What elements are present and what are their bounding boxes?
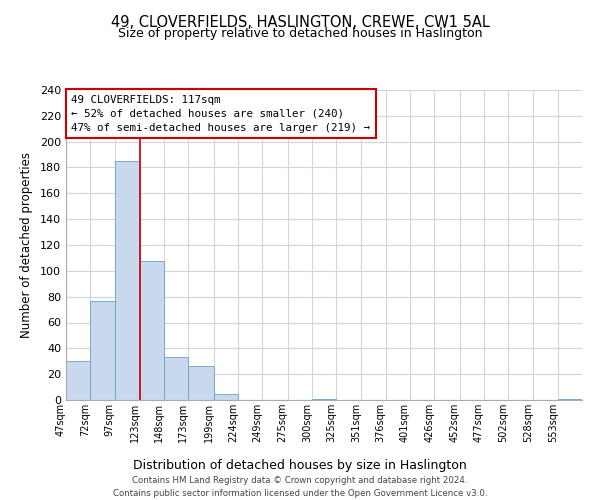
Bar bbox=[214, 394, 238, 400]
Text: Size of property relative to detached houses in Haslington: Size of property relative to detached ho… bbox=[118, 28, 482, 40]
Text: Contains HM Land Registry data © Crown copyright and database right 2024.
Contai: Contains HM Land Registry data © Crown c… bbox=[113, 476, 487, 498]
Text: Distribution of detached houses by size in Haslington: Distribution of detached houses by size … bbox=[133, 460, 467, 472]
Text: 49 CLOVERFIELDS: 117sqm
← 52% of detached houses are smaller (240)
47% of semi-d: 49 CLOVERFIELDS: 117sqm ← 52% of detache… bbox=[71, 94, 370, 132]
Bar bbox=[66, 361, 90, 400]
Bar bbox=[140, 260, 164, 400]
Bar bbox=[312, 398, 336, 400]
Y-axis label: Number of detached properties: Number of detached properties bbox=[20, 152, 33, 338]
Bar bbox=[558, 398, 582, 400]
Bar bbox=[115, 161, 140, 400]
Bar bbox=[188, 366, 214, 400]
Bar bbox=[90, 300, 115, 400]
Text: 49, CLOVERFIELDS, HASLINGTON, CREWE, CW1 5AL: 49, CLOVERFIELDS, HASLINGTON, CREWE, CW1… bbox=[110, 15, 490, 30]
Bar bbox=[164, 358, 188, 400]
